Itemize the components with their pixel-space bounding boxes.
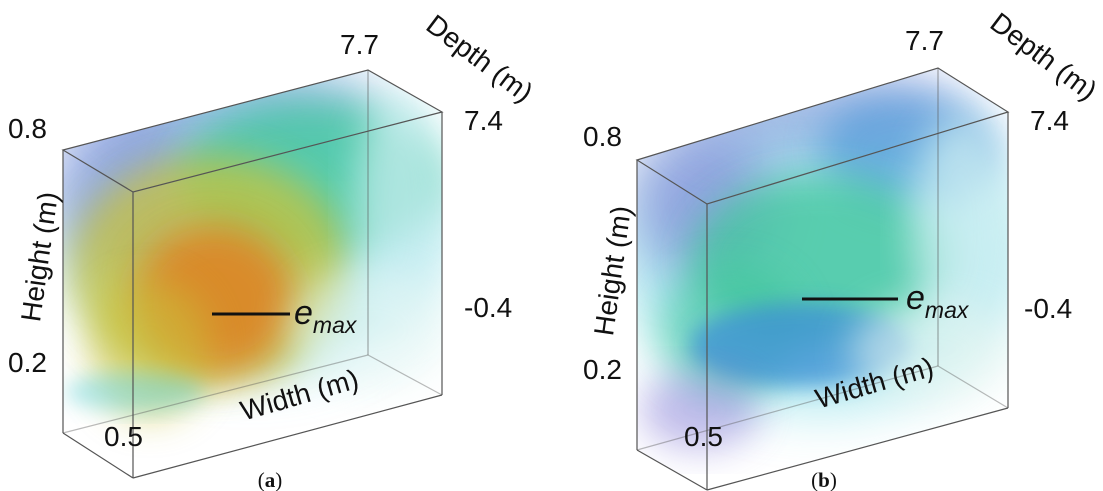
height-axis-label-a: Height (m) [15, 190, 64, 324]
caption-b: (b) [811, 468, 837, 491]
caption-a: (a) [258, 468, 283, 491]
height-tick-top-a: 0.8 [8, 113, 47, 144]
e-max-label-b: emax [906, 279, 970, 323]
width-tick-start-b: 0.5 [684, 421, 723, 452]
depth-tick-mid-a: 7.4 [464, 105, 503, 136]
depth-axis-label-b: Depth (m) [985, 7, 1103, 107]
bounding-box-a [61, 69, 444, 479]
width-tick-start-a: 0.5 [104, 421, 143, 452]
depth-tick-bottom-b: -0.4 [1024, 293, 1072, 324]
panel-a: emax 0.8 0.2 Height (m) Width (m) 0.5 7.… [8, 9, 539, 491]
height-tick-bottom-b: 0.2 [583, 354, 622, 385]
height-axis-label-b: Height (m) [588, 204, 637, 338]
panel-b: emax 0.8 0.2 Height (m) Width (m) 0.5 7.… [583, 7, 1103, 491]
heatmap-volume-b [637, 68, 1008, 450]
height-tick-bottom-a: 0.2 [8, 347, 47, 378]
depth-tick-mid-b: 7.4 [1030, 105, 1069, 136]
depth-tick-top-b: 7.7 [905, 25, 944, 56]
depth-tick-top-a: 7.7 [340, 29, 379, 60]
heatmap-volume-a [63, 70, 442, 420]
bounding-box-b [635, 67, 1010, 491]
depth-axis-label-a: Depth (m) [421, 9, 539, 109]
depth-tick-bottom-a: -0.4 [464, 292, 512, 323]
e-max-label-a: emax [294, 294, 358, 338]
height-tick-top-b: 0.8 [583, 121, 622, 152]
